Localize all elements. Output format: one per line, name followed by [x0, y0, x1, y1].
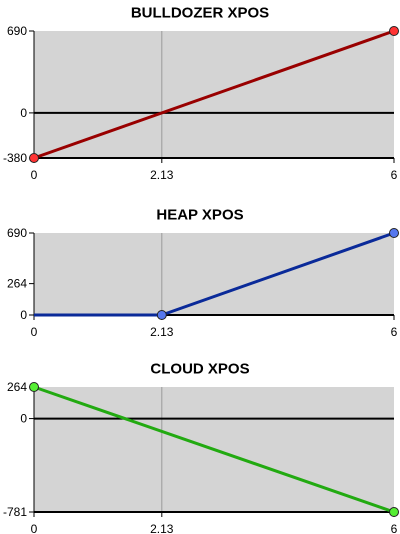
x-tick-label: 0: [31, 522, 38, 534]
x-tick-label: 6: [391, 168, 398, 182]
data-point: [156, 310, 167, 320]
chart-2: HEAP XPOS 690 264 00 2.13 6: [7, 207, 399, 339]
chart-title: CLOUD XPOS: [150, 361, 249, 378]
chart-title: HEAP XPOS: [156, 207, 243, 224]
y-tick-label: -380: [3, 151, 27, 165]
x-tick-label: 2.13: [150, 522, 174, 534]
y-tick-label: 690: [7, 24, 27, 38]
chart-3: CLOUD XPOS 264 0 -781 0 2.13 6: [3, 361, 399, 534]
x-tick-label: 6: [391, 522, 398, 534]
data-point: [389, 228, 399, 238]
y-tick-label: 690: [7, 226, 27, 240]
data-point: [29, 153, 39, 163]
chart-1: BULLDOZER XPOS 690 0 -380 0 2.13 6: [3, 5, 399, 182]
data-point: [389, 26, 399, 36]
plot-area: [34, 233, 394, 315]
chart-title: BULLDOZER XPOS: [131, 5, 269, 22]
x-tick-label: 0: [31, 325, 38, 339]
x-tick-label: 6: [391, 325, 398, 339]
data-point: [389, 507, 399, 517]
y-tick-label: 0: [20, 106, 27, 120]
x-tick-label: 2.13: [150, 168, 174, 182]
y-tick-label: 0: [20, 412, 27, 426]
series-line: [33, 29, 395, 160]
y-tick-label: 264: [7, 380, 27, 394]
y-tick-label: 264: [7, 277, 27, 291]
series-line: [33, 385, 395, 514]
x-tick-label: 0: [31, 168, 38, 182]
y-tick-label: 0: [20, 308, 27, 322]
y-tick-label: -781: [3, 505, 27, 519]
x-tick-label: 2.13: [150, 325, 174, 339]
data-point: [29, 382, 39, 392]
